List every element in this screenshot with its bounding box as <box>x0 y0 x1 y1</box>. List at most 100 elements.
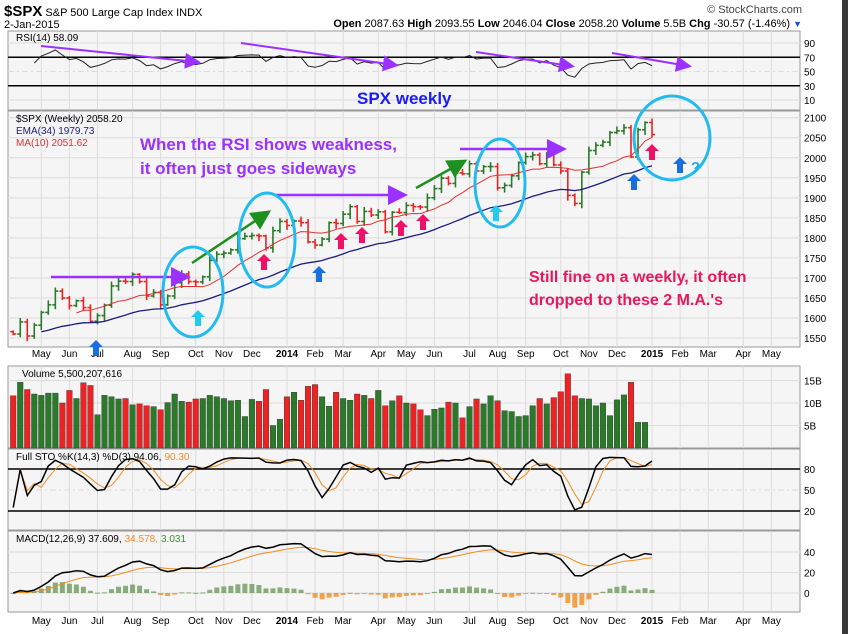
volume-bar <box>80 382 87 449</box>
rsi-y-tick: 30 <box>804 82 816 93</box>
price-bar <box>494 162 501 191</box>
x-axis-label: Feb <box>306 349 324 360</box>
sto-d-legend: 90.30 <box>164 452 189 463</box>
price-bar <box>410 203 417 212</box>
highlight-circle <box>632 94 712 182</box>
price-bar <box>52 287 59 310</box>
price-y-tick: 1650 <box>804 294 827 305</box>
x-axis-label: Feb <box>672 349 690 360</box>
annotations: SPX weekly ? When the RSI sho <box>40 42 747 356</box>
ma-note-line-2: dropped to these 2 M.A.'s <box>529 292 723 309</box>
price-y-tick: 1900 <box>804 194 827 205</box>
price-bar <box>10 330 17 336</box>
volume-bar <box>269 425 276 449</box>
x-axis-label: Jul <box>91 616 104 627</box>
x-axis-label: Oct <box>553 349 569 360</box>
x-axis-label: Apr <box>370 616 386 627</box>
macd-histogram-bar <box>116 586 122 593</box>
macd-histogram-bar <box>59 582 65 593</box>
volume-bar <box>592 405 599 449</box>
uptrend-arrow <box>415 159 468 190</box>
price-bar <box>73 299 80 308</box>
up-arrow-icon <box>334 233 348 249</box>
price-bar <box>389 211 396 236</box>
macd-histogram-bar <box>558 593 564 598</box>
volume-bar <box>536 398 543 449</box>
price-bar <box>487 162 494 172</box>
up-arrow-icon <box>191 310 205 326</box>
rsi-trend-arrow <box>475 51 575 73</box>
volume-bar <box>522 415 529 449</box>
macd-histogram-bar <box>410 593 416 596</box>
rsi-legend: RSI(14) 58.09 <box>16 33 79 44</box>
macd-histogram-bar <box>214 587 220 593</box>
exchange: INDX <box>176 7 203 19</box>
volume-bar <box>164 402 171 449</box>
sto-y-tick: 80 <box>804 465 816 476</box>
macd-histogram-bar <box>474 587 480 593</box>
x-axis-label: Dec <box>243 349 261 360</box>
price-bar <box>312 239 319 249</box>
macd-legend: MACD(12,26,9) 37.609, 34.578, 3.031 <box>16 534 186 545</box>
volume-bar <box>564 373 571 449</box>
volume-bar <box>276 419 283 449</box>
macd-histogram-bar <box>467 586 473 593</box>
x-axis-label: Mar <box>335 349 353 360</box>
price-bar <box>375 209 382 220</box>
volume-bar <box>361 395 368 449</box>
price-bar <box>80 296 87 312</box>
highlight-circle <box>237 191 297 289</box>
x-axis-label: Nov <box>215 349 233 360</box>
x-axis-label: Jun <box>426 349 442 360</box>
up-arrow-icon <box>673 157 687 173</box>
volume-bar <box>284 396 291 449</box>
up-arrow-icon <box>627 174 641 190</box>
volume-bar <box>613 399 620 449</box>
price-bar <box>368 207 375 218</box>
volume-bar <box>466 406 473 449</box>
highlight-circle <box>161 245 225 339</box>
up-arrow-icon <box>416 214 430 230</box>
price-bar <box>199 275 206 285</box>
x-axis-label: 2014 <box>276 616 299 627</box>
volume-bar <box>101 395 108 449</box>
x-axis-label: Oct <box>188 616 204 627</box>
low-value: 2046.04 <box>502 18 543 30</box>
volume-bar <box>52 392 59 449</box>
sto-y-tick: 20 <box>804 507 816 518</box>
macd-histogram-bar <box>347 592 353 594</box>
window-edge <box>842 0 848 634</box>
macd-histogram-bar <box>66 583 72 593</box>
macd-value: MACD(12,26,9) 37.609, <box>16 534 122 545</box>
macd-histogram-bar <box>10 593 16 594</box>
open-label: Open <box>333 18 362 30</box>
price-bar <box>241 232 248 240</box>
volume-bar <box>10 395 17 449</box>
macd-histogram-bar <box>101 592 107 594</box>
price-bar <box>59 288 66 300</box>
volume-bar <box>473 398 480 449</box>
macd-signal-value: 34.578, <box>125 534 158 545</box>
question-mark: ? <box>691 159 700 176</box>
x-axis-label: 2014 <box>276 349 299 360</box>
macd-histogram-bar <box>495 593 501 595</box>
macd-histogram-bar <box>80 586 86 593</box>
x-axis-label: Mar <box>335 616 353 627</box>
macd-histogram-bar <box>87 590 93 593</box>
sto-legend: Full STO %K(14,3) %D(3) 94.06, 90.30 <box>16 452 190 463</box>
macd-hist-value: 3.031 <box>161 534 186 545</box>
volume-bar <box>157 409 164 449</box>
macd-histogram-bar <box>593 593 599 595</box>
price-bar <box>136 273 143 284</box>
macd-histogram-bar <box>431 591 437 593</box>
volume-bar <box>494 400 501 449</box>
price-bar <box>66 295 73 310</box>
volume-bar <box>312 384 319 449</box>
x-axis-label: Dec <box>608 349 626 360</box>
volume-bar <box>403 402 410 449</box>
x-axis-label: Sep <box>517 616 535 627</box>
macd-histogram-bar <box>207 589 213 593</box>
price-bar <box>347 204 354 220</box>
volume-bar <box>326 405 333 449</box>
x-axis-label: Dec <box>608 616 626 627</box>
